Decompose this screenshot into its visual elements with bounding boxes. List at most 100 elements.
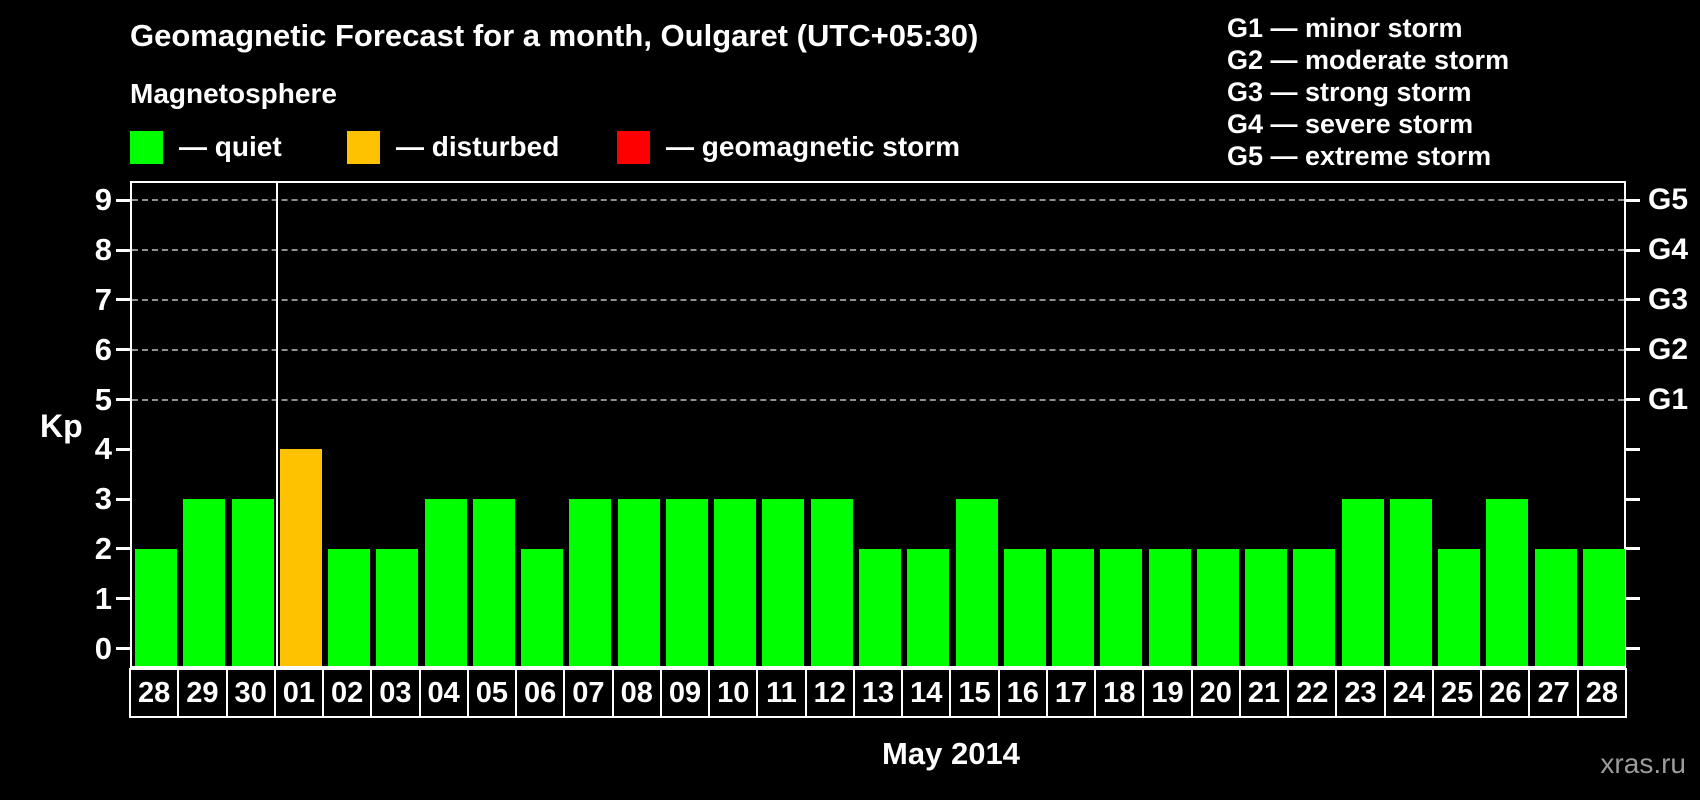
day-box-28-26: 26	[1480, 668, 1531, 718]
day-box-10-08: 08	[611, 668, 662, 718]
y-tick-left-9	[116, 198, 130, 202]
y-tick-right-0	[1626, 647, 1640, 650]
bar-day-27	[1534, 548, 1577, 666]
bar-day-08	[617, 499, 660, 666]
y-tick-left-6	[116, 348, 130, 352]
y-tick-left-3	[116, 497, 130, 501]
plot-area	[130, 181, 1626, 668]
day-box-16-14: 14	[901, 668, 952, 718]
bar-day-03	[376, 548, 419, 666]
y-tick-right-8	[1626, 248, 1640, 252]
legend-label-disturbed: — disturbed	[396, 131, 560, 162]
bar-day-22	[1293, 548, 1336, 666]
bar-day-07	[569, 499, 612, 666]
g-axis-label-G5: G5	[1648, 183, 1689, 217]
bar-day-13	[859, 548, 901, 666]
bar-day-11	[762, 499, 805, 666]
day-box-5-03: 03	[370, 668, 421, 718]
chart-title: Geomagnetic Forecast for a month, Oulgar…	[130, 18, 979, 53]
bar-day-06	[521, 548, 564, 666]
day-box-27-25: 25	[1431, 668, 1483, 718]
watermark: xras.ru	[1600, 748, 1686, 779]
g-legend-line-1: G1 — minor storm	[1227, 13, 1463, 43]
g-legend-line-5: G5 — extreme storm	[1227, 141, 1492, 171]
day-box-12-10: 10	[708, 668, 759, 718]
g-axis-label-G4: G4	[1648, 233, 1689, 267]
bar-day-25	[1438, 548, 1481, 666]
y-tick-left-8	[116, 248, 130, 252]
g-legend-line-3: G3 — strong storm	[1227, 77, 1472, 107]
day-box-9-07: 07	[563, 668, 614, 718]
day-box-26-24: 24	[1383, 668, 1434, 718]
gridline-kp7	[132, 298, 1624, 301]
g-axis-label-G1: G1	[1648, 382, 1689, 416]
legend-item-quiet: — quiet	[130, 129, 282, 165]
day-box-8-06: 06	[515, 668, 566, 718]
bar-day-16	[1003, 548, 1046, 666]
legend-swatch-disturbed	[347, 130, 380, 164]
y-tick-left-4	[116, 447, 130, 451]
bar-day-02	[328, 548, 371, 666]
day-box-30-28: 28	[1576, 668, 1627, 718]
legend-swatch-quiet	[130, 130, 163, 164]
gridline-kp9	[132, 199, 1624, 202]
y-axis-title: Kp	[40, 408, 83, 444]
y-tick-label-3: 3	[94, 481, 112, 517]
y-tick-label-7: 7	[94, 281, 112, 317]
y-tick-left-2	[116, 547, 130, 551]
bar-day-19	[1148, 548, 1191, 666]
day-box-25-23: 23	[1335, 668, 1386, 718]
day-box-19-17: 17	[1045, 668, 1097, 718]
day-box-29-27: 27	[1528, 668, 1579, 718]
day-box-6-04: 04	[418, 668, 469, 718]
bar-day-04	[424, 499, 467, 666]
month-separator-line	[275, 183, 278, 666]
day-box-3-01: 01	[273, 668, 325, 718]
day-box-11-09: 09	[659, 668, 711, 718]
day-box-1-29: 29	[177, 668, 228, 718]
bar-day-17	[1052, 548, 1095, 666]
g-legend-line-4: G4 — severe storm	[1227, 109, 1474, 139]
y-tick-label-2: 2	[94, 530, 112, 566]
y-tick-right-3	[1626, 497, 1640, 501]
legend-item-disturbed: — disturbed	[347, 129, 559, 165]
bar-day-12	[810, 499, 853, 666]
bar-day-09	[665, 499, 708, 666]
y-tick-right-2	[1626, 547, 1640, 551]
y-tick-label-6: 6	[94, 331, 112, 367]
day-box-17-15: 15	[949, 668, 1000, 718]
y-tick-left-1	[116, 597, 130, 601]
bar-day-18	[1100, 548, 1143, 666]
day-box-15-13: 13	[852, 668, 904, 718]
y-tick-right-9	[1626, 198, 1640, 202]
bar-day-20	[1196, 548, 1239, 666]
legend-swatch-geomagnetic-storm	[617, 130, 650, 164]
y-tick-label-9: 9	[94, 182, 112, 218]
y-tick-left-5	[116, 398, 130, 401]
day-box-2-30: 30	[225, 668, 276, 718]
y-tick-label-1: 1	[94, 580, 112, 616]
day-box-7-05: 05	[466, 668, 518, 718]
y-tick-right-1	[1626, 597, 1640, 601]
day-box-0-28: 28	[129, 668, 180, 718]
y-tick-left-7	[116, 298, 130, 302]
bar-day-26	[1486, 499, 1529, 666]
y-tick-label-8: 8	[94, 232, 112, 268]
bar-day-15	[955, 499, 998, 666]
g-axis-label-G2: G2	[1648, 332, 1689, 366]
g-scale-legend: G1 — minor storm G2 — moderate storm G3 — …	[1227, 12, 1509, 172]
bar-day-14	[907, 548, 950, 666]
day-box-21-19: 19	[1142, 668, 1193, 718]
y-tick-label-4: 4	[94, 431, 112, 467]
g-axis-label-G3: G3	[1648, 282, 1689, 316]
x-axis-day-labels: 28 29 30 01 02 03 04 05 06 07 08 09 10 11 12 13 14 15 16 17…	[129, 668, 1627, 718]
bar-day-05	[472, 499, 515, 666]
gridline-kp8	[132, 249, 1624, 252]
day-box-24-22: 22	[1287, 668, 1338, 718]
bar-day-01	[279, 449, 322, 666]
y-tick-right-4	[1626, 447, 1640, 451]
bar-day-29	[183, 499, 226, 666]
day-box-22-20: 20	[1190, 668, 1241, 718]
gridline-kp5	[132, 398, 1624, 401]
legend-label-geomagnetic-storm: — geomagnetic storm	[666, 131, 961, 162]
